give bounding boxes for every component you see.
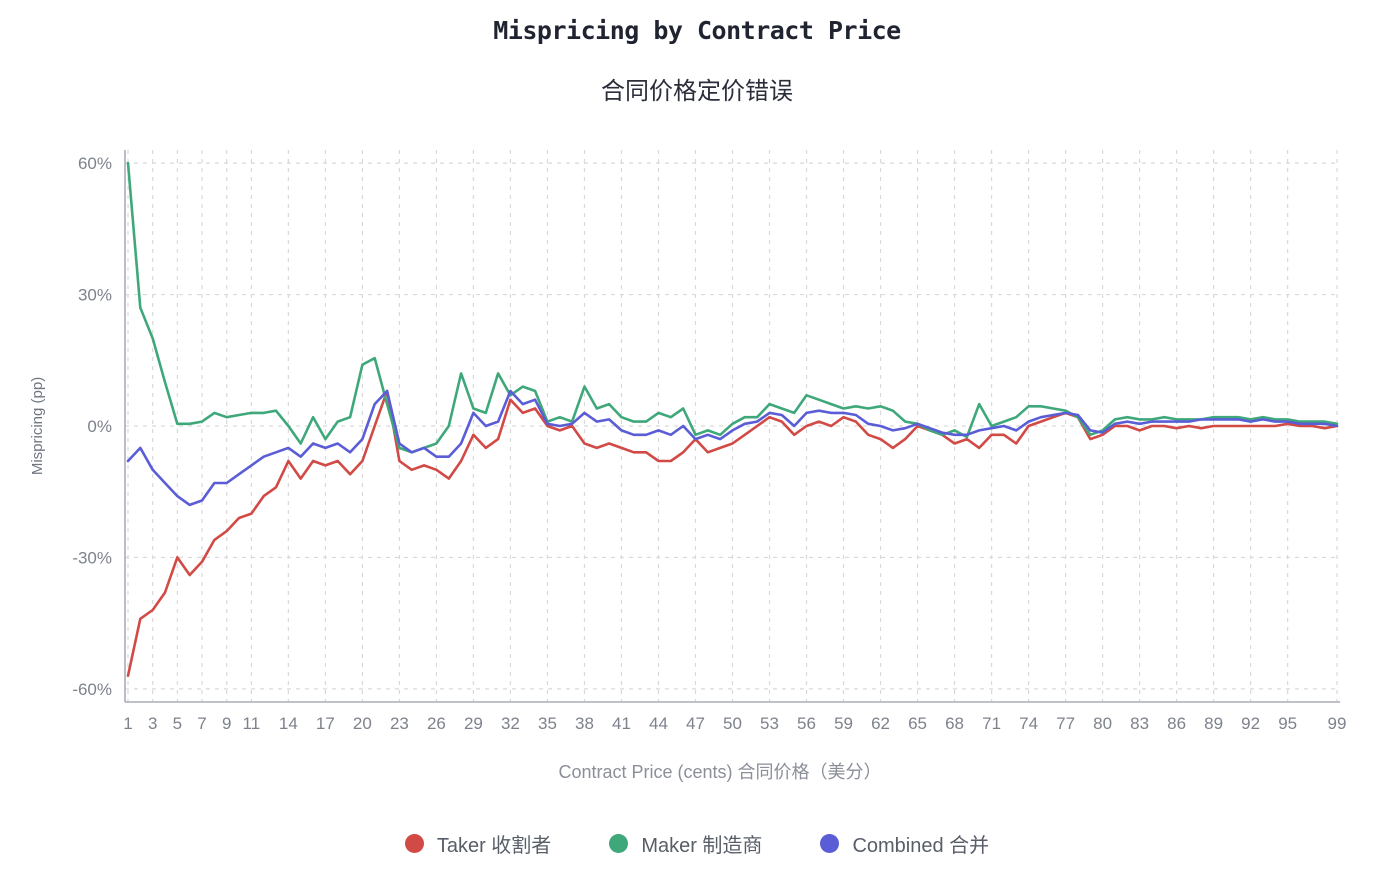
x-tick-label: 77 [1056,714,1075,733]
x-tick-label: 9 [222,714,231,733]
x-tick-label: 17 [316,714,335,733]
x-tick-label: 26 [427,714,446,733]
maker-color-dot [609,834,629,853]
y-tick-label: -60% [72,680,112,699]
legend-label-maker: Maker 制造商 [641,835,763,857]
y-tick-label: 30% [78,286,112,305]
series-lines [126,161,1339,678]
x-tick-label: 50 [723,714,742,733]
chart-subtitle: 合同价格定价错误 [601,78,793,105]
x-tick-label: 86 [1167,714,1186,733]
x-tick-label: 23 [390,714,409,733]
x-tick-label: 59 [834,714,853,733]
x-tick-label: 71 [982,714,1001,733]
x-tick-label: 41 [612,714,631,733]
legend-item-taker: Taker 收割者 [404,829,552,858]
x-tick-label: 44 [649,714,668,733]
y-tick-label: 0% [87,417,112,436]
x-tick-label: 92 [1241,714,1260,733]
chart-title: Mispricing by Contract Price [493,16,901,45]
x-tick-label: 5 [173,714,182,733]
axes [124,150,1340,703]
line-chart: -60%-30%0%30%60%1 3 5 7 9 11 14 17 20 23 26 29 32 35 3… [29,150,1346,782]
legend-item-maker: Maker 制造商 [609,829,762,858]
x-tick-label: 74 [1019,714,1038,733]
x-tick-label: 11 [243,714,261,733]
y-tick-label: -30% [72,548,112,567]
legend-item-combined: Combined 合并 [820,829,989,858]
x-tick-label: 68 [945,714,964,733]
x-tick-label: 14 [279,714,298,733]
y-tick-label: 60% [78,154,112,173]
legend-label-combined: Combined 合并 [852,835,990,857]
x-tick-label: 7 [197,714,206,733]
x-tick-label: 95 [1278,714,1297,733]
x-tick-label: 47 [686,714,705,733]
legend-label-taker: Taker 收割者 [436,835,552,857]
x-tick-label: 99 [1328,714,1347,733]
combined-color-dot [820,834,840,853]
y-axis-title: Mispricing (pp) [29,377,46,475]
x-tick-label: 35 [538,714,557,733]
x-tick-label: 20 [353,714,372,733]
series-line-taker [126,389,1339,678]
series-line-maker [126,161,1339,454]
tick-labels: -60%-30%0%30%60%1 3 5 7 9 11 14 17 20 23 26 29 32 35 3… [72,154,1346,733]
x-tick-label: 80 [1093,714,1112,733]
series-line-combined [126,389,1339,507]
gridlines [125,150,1340,702]
x-axis-title: Contract Price (cents) 合同价格（美分） [558,762,881,782]
x-tick-label: 53 [760,714,779,733]
legend: Taker 收割者 Maker 制造商 Combined 合并 [0,829,1394,858]
x-tick-label: 56 [797,714,816,733]
x-tick-label: 65 [908,714,927,733]
taker-color-dot [404,834,424,853]
x-tick-label: 29 [464,714,483,733]
x-tick-label: 1 [123,714,132,733]
x-tick-label: 83 [1130,714,1149,733]
x-tick-label: 38 [575,714,594,733]
x-tick-label: 89 [1204,714,1223,733]
x-tick-label: 62 [871,714,890,733]
x-tick-label: 3 [148,714,157,733]
x-tick-label: 32 [501,714,520,733]
